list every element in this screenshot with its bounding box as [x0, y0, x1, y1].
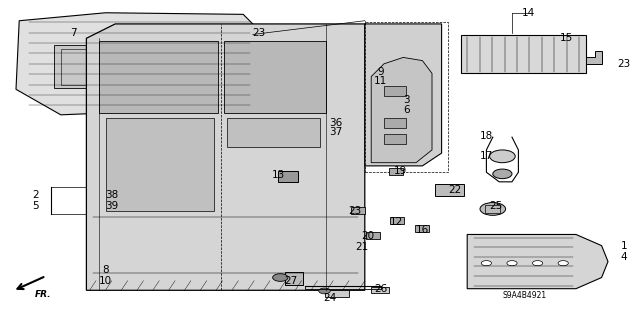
- Text: 5: 5: [32, 201, 38, 211]
- Bar: [285, 272, 303, 285]
- Polygon shape: [224, 41, 326, 113]
- Circle shape: [480, 203, 506, 215]
- Text: 14: 14: [522, 8, 534, 18]
- Text: 24: 24: [323, 293, 336, 303]
- Text: 23: 23: [253, 28, 266, 39]
- Circle shape: [507, 261, 517, 266]
- Text: 36: 36: [330, 118, 342, 128]
- Bar: [61, 49, 173, 85]
- Circle shape: [493, 169, 512, 179]
- Circle shape: [490, 150, 515, 163]
- Polygon shape: [371, 57, 432, 163]
- Text: 17: 17: [480, 151, 493, 161]
- Bar: [54, 45, 179, 88]
- Text: FR.: FR.: [35, 290, 52, 299]
- Text: 1: 1: [621, 241, 627, 251]
- Text: 12: 12: [390, 217, 403, 227]
- Text: 2: 2: [32, 189, 38, 200]
- Text: 8: 8: [102, 264, 109, 275]
- Text: 25: 25: [490, 201, 502, 211]
- Bar: [390, 217, 404, 224]
- Bar: [384, 118, 406, 128]
- Circle shape: [481, 261, 492, 266]
- Text: 19: 19: [394, 166, 406, 176]
- Text: 15: 15: [560, 33, 573, 43]
- Text: 23: 23: [618, 59, 630, 69]
- Text: 4: 4: [621, 252, 627, 262]
- Bar: [485, 205, 500, 213]
- Text: 9: 9: [378, 67, 384, 77]
- Bar: [371, 287, 389, 293]
- Text: 13: 13: [272, 170, 285, 181]
- Text: S9A4B4921: S9A4B4921: [503, 291, 547, 300]
- Text: 27: 27: [285, 276, 298, 286]
- Bar: [278, 171, 298, 182]
- Bar: [435, 184, 464, 196]
- Text: 10: 10: [99, 276, 112, 286]
- Bar: [389, 168, 403, 175]
- Polygon shape: [16, 13, 266, 115]
- Text: 18: 18: [480, 130, 493, 141]
- Text: 39: 39: [106, 201, 118, 211]
- Polygon shape: [586, 51, 602, 64]
- Polygon shape: [365, 24, 442, 166]
- Text: 7: 7: [70, 28, 77, 39]
- Text: 16: 16: [416, 225, 429, 235]
- Text: 3: 3: [403, 95, 410, 106]
- Bar: [365, 22, 448, 172]
- Circle shape: [558, 261, 568, 266]
- Polygon shape: [106, 118, 214, 211]
- Text: 22: 22: [448, 185, 461, 195]
- Bar: [351, 207, 365, 214]
- Text: 23: 23: [349, 205, 362, 216]
- Text: 20: 20: [362, 231, 374, 241]
- Bar: [366, 232, 380, 239]
- Polygon shape: [86, 24, 365, 290]
- Circle shape: [273, 274, 288, 281]
- Text: 11: 11: [374, 76, 387, 86]
- Bar: [384, 134, 406, 144]
- Bar: [415, 225, 429, 232]
- Circle shape: [319, 288, 330, 294]
- Text: 38: 38: [106, 189, 118, 200]
- Text: 26: 26: [374, 284, 387, 294]
- Bar: [461, 35, 586, 73]
- Polygon shape: [99, 41, 218, 113]
- Bar: [325, 290, 349, 297]
- Text: 37: 37: [330, 127, 342, 137]
- Bar: [384, 86, 406, 96]
- Circle shape: [532, 261, 543, 266]
- Text: 21: 21: [355, 242, 368, 252]
- Text: 6: 6: [403, 105, 410, 115]
- Polygon shape: [227, 118, 320, 147]
- Polygon shape: [467, 234, 608, 289]
